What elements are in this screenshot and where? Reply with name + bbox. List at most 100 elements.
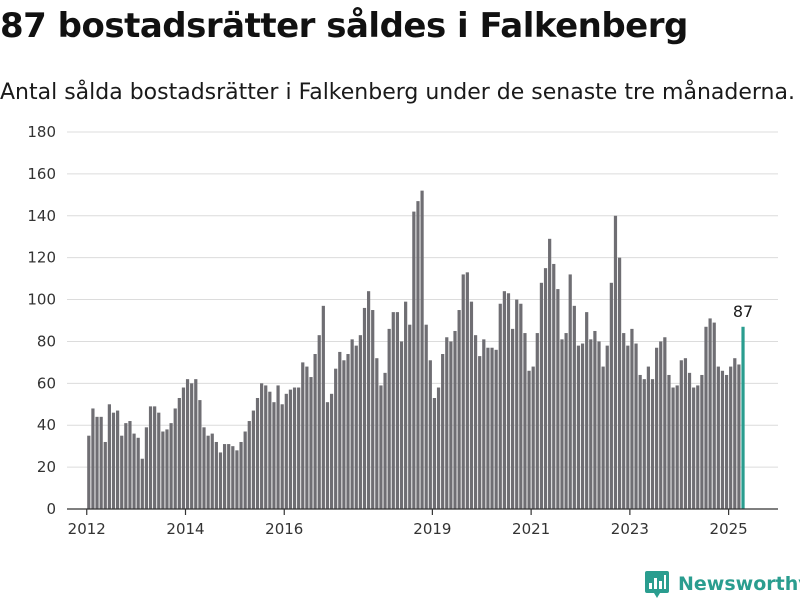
bar <box>194 379 198 509</box>
bar <box>235 450 239 509</box>
bar <box>284 393 288 509</box>
bar <box>111 412 116 509</box>
bar <box>99 416 103 509</box>
bar <box>206 435 210 509</box>
bar <box>148 406 153 509</box>
bar <box>305 366 309 509</box>
bar <box>165 429 169 509</box>
bar <box>519 303 523 509</box>
bar <box>264 385 268 509</box>
bar <box>268 391 272 509</box>
bar <box>272 402 276 509</box>
page-subtitle: Antal sålda bostadsrätter i Falkenberg u… <box>0 80 795 105</box>
bar <box>116 410 120 509</box>
bar <box>132 433 136 509</box>
bar <box>704 326 708 509</box>
bar <box>87 435 91 509</box>
bar <box>482 339 486 509</box>
bar <box>383 372 387 509</box>
bar <box>494 349 498 509</box>
bar <box>663 337 667 509</box>
bar <box>576 345 581 509</box>
y-tick-label: 120 <box>27 249 56 267</box>
bar <box>692 387 696 509</box>
bar <box>181 387 186 509</box>
bar <box>605 345 609 509</box>
bar <box>593 330 597 509</box>
bar <box>436 387 441 509</box>
x-tick-label: 2014 <box>166 520 204 538</box>
bar <box>712 322 716 509</box>
bar <box>95 416 99 509</box>
y-tick-label: 20 <box>37 458 56 476</box>
x-tick-label: 2016 <box>265 520 303 538</box>
bar <box>515 299 519 509</box>
bar <box>564 333 568 509</box>
x-tick-label: 2021 <box>512 520 550 538</box>
bar <box>313 354 317 509</box>
x-axis <box>67 508 778 515</box>
bar <box>198 400 202 509</box>
bar <box>395 312 400 509</box>
bar <box>404 301 408 509</box>
y-tick-label: 80 <box>37 332 56 350</box>
bar <box>214 441 218 509</box>
bar <box>552 263 556 509</box>
y-tick-label: 160 <box>27 165 56 183</box>
bar <box>124 423 128 509</box>
bar <box>325 402 330 509</box>
bar <box>449 341 453 509</box>
bar <box>560 339 564 509</box>
bar <box>342 360 346 509</box>
bar <box>683 358 688 509</box>
bar <box>498 303 502 509</box>
bar <box>675 385 679 509</box>
bar <box>441 354 445 509</box>
x-tick-label: 2023 <box>611 520 649 538</box>
x-tick-label: 2019 <box>413 520 451 538</box>
y-tick-label: 0 <box>46 500 56 518</box>
bar <box>297 387 301 509</box>
bar <box>724 374 729 509</box>
bar <box>585 312 589 509</box>
bars <box>87 190 745 509</box>
bar <box>379 385 383 509</box>
bar <box>247 421 251 509</box>
bar <box>103 441 107 509</box>
bar <box>708 318 712 509</box>
bar <box>617 257 622 509</box>
bar <box>523 333 527 509</box>
bar <box>729 366 733 509</box>
bar <box>626 345 630 509</box>
bar <box>231 446 235 509</box>
bar <box>539 282 544 509</box>
bar <box>671 387 675 509</box>
bar <box>687 372 692 509</box>
bar <box>222 444 227 509</box>
bar <box>91 408 95 509</box>
bar <box>638 374 642 509</box>
bar <box>696 385 700 509</box>
bar <box>412 211 416 509</box>
bar <box>227 444 231 509</box>
bar <box>679 360 683 509</box>
bar <box>469 301 474 509</box>
bar <box>568 274 572 509</box>
bar <box>432 397 437 509</box>
bar <box>531 366 535 509</box>
bar <box>428 360 432 509</box>
bar <box>457 310 461 509</box>
bar <box>655 347 659 509</box>
bar <box>329 393 334 509</box>
bar <box>140 458 144 509</box>
bar <box>120 435 124 509</box>
y-tick-label: 180 <box>27 123 56 141</box>
bar <box>243 431 247 509</box>
bar-highlight <box>741 326 745 509</box>
bar <box>177 397 181 509</box>
bar <box>144 427 149 509</box>
bar <box>613 215 618 509</box>
x-tick-label: 2025 <box>710 520 748 538</box>
bar <box>128 421 132 509</box>
